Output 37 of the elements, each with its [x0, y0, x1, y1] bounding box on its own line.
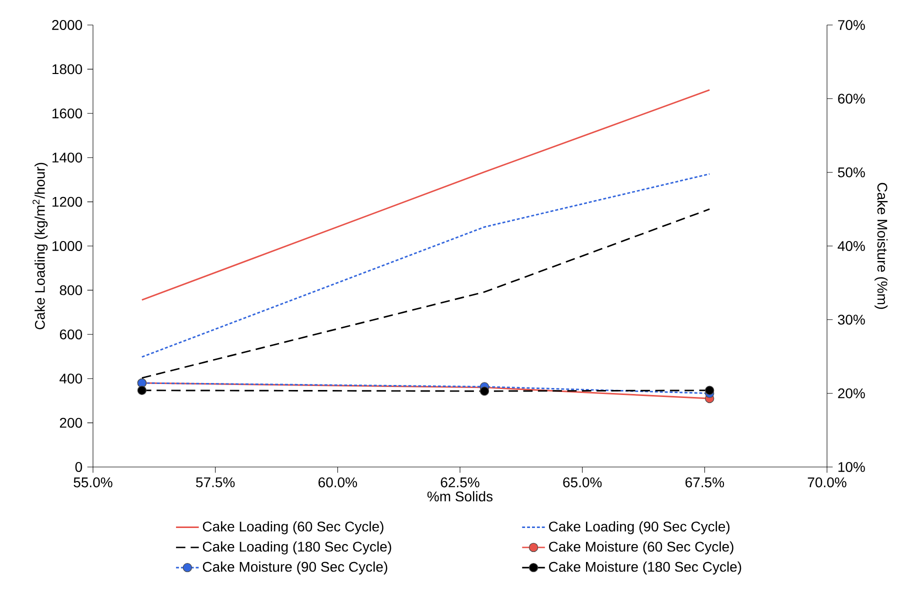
x-tick-label: 60.0% [318, 477, 358, 488]
x-tick-label: 57.5% [196, 477, 235, 488]
y2-tick-label: 60% [838, 94, 865, 104]
y2-tick-label: 50% [838, 167, 865, 178]
legend-label: Cake Moisture (180 Sec Cycle) [549, 562, 742, 575]
legend-label: Cake Loading (180 Sec Cycle) [202, 541, 392, 554]
y-tick-label: 800 [60, 285, 82, 296]
y-tick-label: 1600 [52, 108, 82, 118]
y-tick-label: 1200 [52, 196, 82, 207]
y-tick-label: 1000 [52, 241, 82, 251]
y2-tick-label: 10% [838, 462, 865, 472]
y-tick-label: 600 [60, 329, 82, 340]
point [704, 386, 714, 395]
legend-label: Cake Moisture (90 Sec Cycle) [202, 562, 388, 575]
y-tick-label: 0 [75, 462, 82, 472]
y-tick-label: 200 [60, 418, 82, 428]
y-tick-label: 2000 [52, 20, 82, 30]
legend-label: Cake Loading (90 Sec Cycle) [549, 521, 730, 534]
point [137, 386, 147, 395]
legend-label: Cake Moisture (60 Sec Cycle) [549, 541, 734, 554]
y2-tick-label: 70% [838, 20, 865, 30]
y-axis-title: Cake Loading (kg/m$^{2}$/hour) [32, 162, 48, 330]
x-tick-label: 65.0% [563, 477, 602, 488]
y-tick-label: 400 [60, 374, 82, 384]
y2-tick-label: 40% [838, 241, 865, 251]
y-tick-label: 1800 [52, 64, 82, 74]
x-axis-title: %m Solids [427, 491, 493, 502]
point [480, 386, 490, 396]
x-tick-label: 62.5% [440, 477, 480, 488]
y2-axis-title: Cake Moisture (%m) [874, 182, 888, 309]
legend-label: Cake Loading (60 Sec Cycle) [202, 521, 384, 534]
y2-tick-label: 20% [838, 388, 865, 398]
x-tick-label: 67.5% [686, 477, 724, 488]
y-tick-label: 1400 [52, 152, 82, 163]
x-tick-label: 70.0% [808, 477, 846, 488]
y2-tick-label: 30% [838, 314, 865, 325]
x-tick-label: 55.0% [74, 477, 112, 488]
